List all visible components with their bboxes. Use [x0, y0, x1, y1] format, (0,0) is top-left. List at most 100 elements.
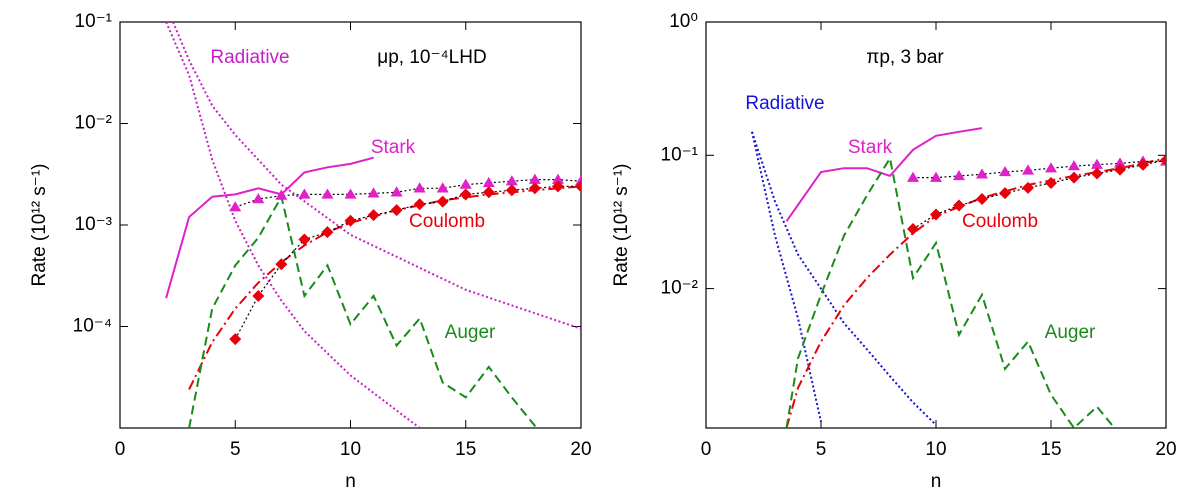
- marker: [976, 193, 988, 206]
- series-line: [751, 131, 822, 423]
- marker: [1045, 176, 1057, 189]
- marker: [1160, 154, 1166, 167]
- marker: [252, 289, 265, 302]
- x-tick-label: 0: [115, 439, 126, 460]
- x-tick-label: 5: [816, 439, 827, 460]
- x-axis-title: n: [931, 471, 942, 492]
- marker: [907, 171, 919, 182]
- marker: [252, 193, 265, 204]
- marker: [321, 226, 334, 239]
- x-tick-label: 5: [230, 439, 241, 460]
- marker: [298, 233, 311, 246]
- marker: [999, 187, 1011, 200]
- marker: [390, 204, 403, 217]
- series-line: [188, 185, 581, 390]
- y-tick-label: 10⁻²: [75, 113, 113, 134]
- x-tick-label: 20: [1155, 439, 1176, 460]
- panel: 0 5 10 15 20 10⁻⁴ 10⁻³ 10⁻² 10⁻¹ n Rate (10¹² s⁻¹)…: [29, 11, 592, 492]
- series-label: Radiative: [745, 93, 824, 114]
- marker: [930, 208, 942, 221]
- marker: [575, 180, 581, 193]
- y-axis-title: Rate (10¹² s⁻¹): [29, 164, 50, 287]
- x-tick-label: 10: [340, 439, 361, 460]
- marker: [390, 186, 403, 197]
- marker: [1068, 171, 1080, 184]
- y-axis-title: Rate (10¹² s⁻¹): [611, 164, 632, 287]
- connector-line: [235, 179, 581, 208]
- y-tick-label: 10⁻³: [75, 214, 113, 235]
- marker: [459, 188, 472, 201]
- series-line: [188, 193, 539, 428]
- plot-frame: [705, 21, 1167, 429]
- marker: [1114, 157, 1126, 168]
- x-tick-label: 15: [455, 439, 476, 460]
- x-axis-title: n: [345, 471, 356, 492]
- marker: [1068, 160, 1080, 171]
- series-label: Coulomb: [409, 211, 485, 232]
- connector-line: [912, 159, 1166, 230]
- marker: [413, 198, 426, 211]
- marker: [907, 222, 919, 235]
- annotation: πp, 3 bar: [866, 47, 944, 68]
- series-label: Auger: [445, 322, 496, 343]
- marker: [321, 188, 334, 199]
- series-line: [172, 22, 581, 330]
- marker: [1114, 163, 1126, 176]
- marker: [528, 173, 541, 184]
- marker: [298, 188, 311, 199]
- marker: [229, 333, 242, 346]
- x-tick-label: 0: [701, 439, 712, 460]
- plot-area: [751, 127, 1166, 428]
- marker: [1091, 167, 1103, 180]
- marker: [551, 180, 564, 193]
- series-label: Coulomb: [962, 211, 1038, 232]
- series-label: Auger: [1045, 322, 1096, 343]
- marker: [999, 165, 1011, 177]
- plot-area: [165, 22, 581, 428]
- marker: [367, 187, 380, 198]
- marker: [275, 189, 288, 200]
- series-line: [165, 156, 374, 299]
- marker: [436, 182, 449, 193]
- marker: [367, 209, 380, 222]
- marker: [344, 214, 357, 227]
- marker: [953, 169, 965, 181]
- series-line: [785, 157, 1166, 428]
- marker: [505, 175, 518, 186]
- marker: [1137, 158, 1149, 171]
- marker: [953, 199, 965, 212]
- series-line: [785, 155, 1116, 428]
- series-line: [785, 127, 983, 222]
- series-line: [751, 131, 937, 426]
- panel: 0 5 10 15 20 10⁻² 10⁻¹ 10⁰ n Rate (10¹² s⁻¹) πp, 3…: [611, 11, 1177, 492]
- marker: [482, 186, 495, 199]
- y-tick-label: 10⁻¹: [75, 11, 113, 32]
- series-label: Radiative: [210, 47, 289, 68]
- y-tick-label: 10⁻⁴: [73, 316, 112, 337]
- marker: [1045, 162, 1057, 173]
- marker: [459, 178, 472, 189]
- y-tick-label: 10⁰: [669, 11, 698, 32]
- marker: [344, 188, 357, 199]
- marker: [436, 195, 449, 208]
- marker: [930, 171, 942, 182]
- series-line: [165, 22, 421, 428]
- marker: [275, 258, 288, 271]
- x-tick-label: 15: [1040, 439, 1061, 460]
- marker: [1091, 158, 1103, 169]
- connector-line: [234, 185, 581, 340]
- series-label: Stark: [371, 137, 416, 158]
- connector-line: [913, 160, 1166, 179]
- marker: [413, 182, 426, 193]
- marker: [505, 184, 518, 197]
- marker: [482, 176, 495, 188]
- marker: [528, 182, 541, 195]
- marker: [1022, 181, 1034, 194]
- y-tick-label: 10⁻¹: [661, 144, 699, 165]
- annotation: μp, 10⁻⁴LHD: [377, 47, 486, 68]
- series-label: Stark: [848, 137, 893, 158]
- x-tick-label: 10: [925, 439, 946, 460]
- marker: [229, 201, 242, 212]
- marker: [976, 168, 988, 179]
